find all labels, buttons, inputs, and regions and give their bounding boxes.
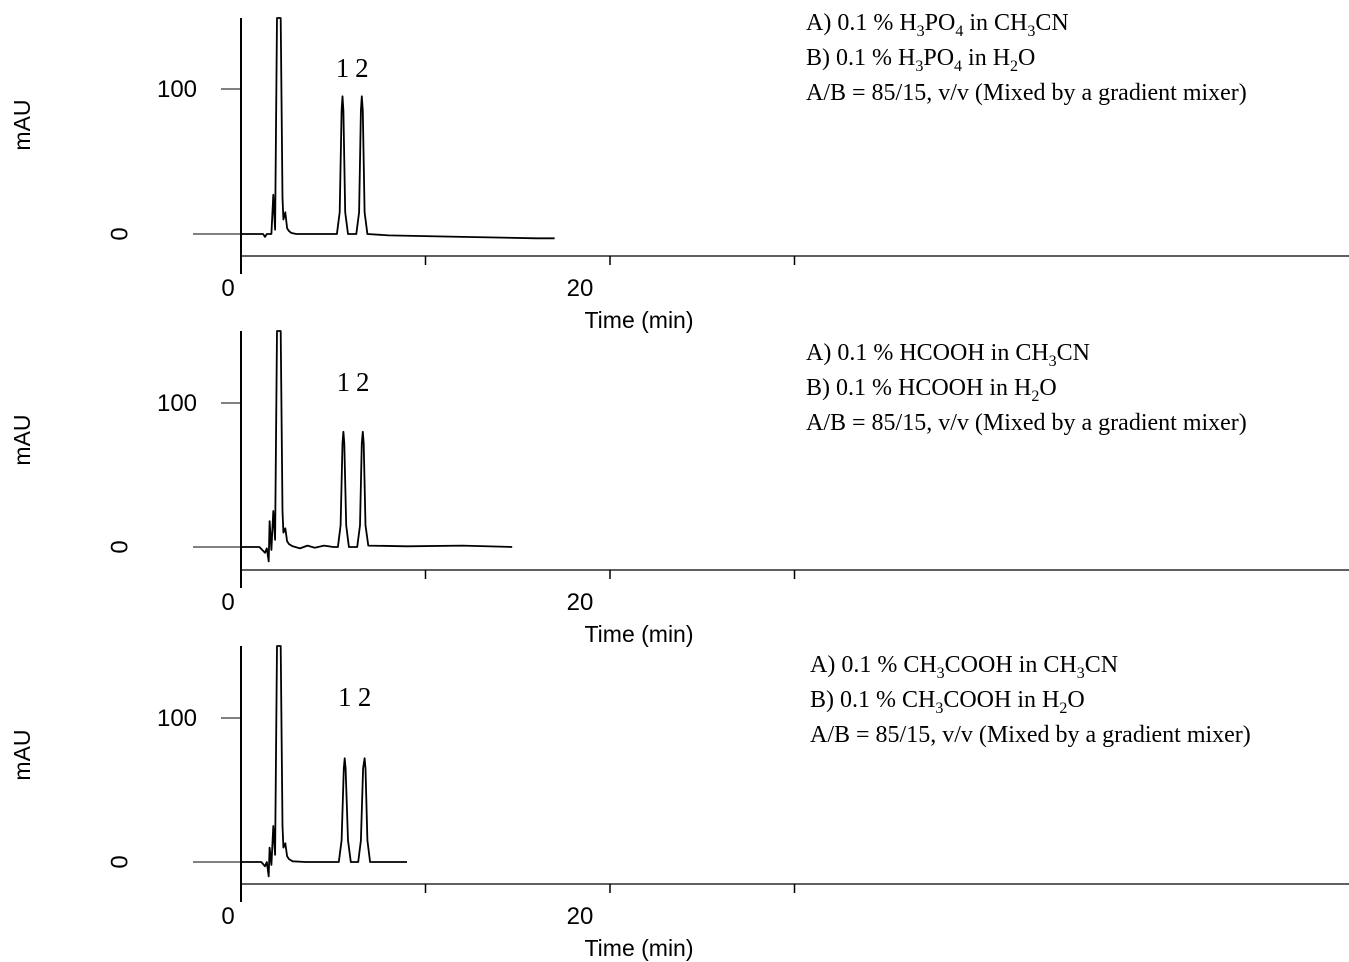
condition-text: HCOOH in CH bbox=[899, 340, 1048, 366]
condition-line: B) 0.1 % CH3COOH in H2O bbox=[810, 687, 1085, 717]
y-tick-label: 100 bbox=[157, 390, 197, 417]
condition-text: A/B = 85/15, v/v (Mixed by a gradient mi… bbox=[810, 722, 1251, 748]
y-axis-label: mAU bbox=[9, 729, 35, 780]
condition-text: in H bbox=[962, 45, 1010, 71]
condition-prefix: B) 0.1 % bbox=[806, 45, 898, 71]
condition-text: 2 bbox=[1031, 388, 1039, 405]
series-trace bbox=[241, 17, 555, 240]
condition-text: 2 bbox=[1010, 58, 1018, 75]
condition-text: O bbox=[1018, 45, 1035, 71]
condition-line: A/B = 85/15, v/v (Mixed by a gradient mi… bbox=[810, 722, 1251, 748]
series-trace bbox=[241, 330, 513, 563]
peak-label: 1 bbox=[338, 682, 352, 712]
peak-label: 1 bbox=[337, 367, 351, 397]
condition-text: in CH bbox=[963, 10, 1027, 36]
condition-text: CH bbox=[903, 652, 936, 678]
condition-text: 3 bbox=[1049, 353, 1057, 370]
y-tick-label: 100 bbox=[157, 705, 197, 732]
series-trace bbox=[241, 645, 407, 878]
condition-prefix: A) 0.1 % bbox=[806, 10, 899, 36]
x-tick-label: 20 bbox=[567, 275, 594, 302]
condition-text: A/B = 85/15, v/v (Mixed by a gradient mi… bbox=[806, 80, 1247, 106]
x-tick-label: 0 bbox=[221, 275, 234, 302]
y-tick-label: 0 bbox=[106, 540, 133, 553]
condition-text: PO bbox=[923, 45, 954, 71]
condition-prefix: B) 0.1 % bbox=[806, 375, 898, 401]
condition-text: PO bbox=[925, 10, 956, 36]
condition-line: A/B = 85/15, v/v (Mixed by a gradient mi… bbox=[806, 410, 1247, 436]
y-tick-label: 0 bbox=[106, 227, 133, 240]
condition-line: B) 0.1 % H3PO4 in H2O bbox=[806, 45, 1035, 75]
peak-label: 2 bbox=[358, 682, 372, 712]
y-tick-label: 100 bbox=[157, 76, 197, 103]
peak-label: 1 bbox=[336, 53, 350, 83]
condition-text: 2 bbox=[1059, 700, 1067, 717]
condition-text: CN bbox=[1035, 10, 1068, 36]
condition-text: 3 bbox=[937, 665, 945, 682]
peak-label: 2 bbox=[356, 367, 370, 397]
condition-text: HCOOH in H bbox=[898, 375, 1031, 401]
condition-text: CN bbox=[1057, 340, 1090, 366]
condition-text: 3 bbox=[1027, 23, 1035, 40]
condition-text: CN bbox=[1085, 652, 1118, 678]
condition-text: O bbox=[1067, 687, 1084, 713]
condition-text: 3 bbox=[915, 58, 923, 75]
y-axis-label: mAU bbox=[9, 99, 35, 150]
y-tick-label: 0 bbox=[106, 855, 133, 868]
condition-prefix: A) 0.1 % bbox=[806, 340, 899, 366]
x-tick-label: 0 bbox=[221, 589, 234, 616]
condition-line: A/B = 85/15, v/v (Mixed by a gradient mi… bbox=[806, 80, 1247, 106]
condition-text: 3 bbox=[935, 700, 943, 717]
y-axis-label: mAU bbox=[9, 414, 35, 465]
condition-text: 3 bbox=[917, 23, 925, 40]
x-axis-label: Time (min) bbox=[584, 935, 693, 961]
x-tick-label: 0 bbox=[221, 903, 234, 930]
condition-text: COOH in CH bbox=[945, 652, 1077, 678]
x-axis-label: Time (min) bbox=[584, 307, 693, 333]
condition-line: B) 0.1 % HCOOH in H2O bbox=[806, 375, 1057, 405]
condition-text: 4 bbox=[955, 23, 963, 40]
condition-line: A) 0.1 % HCOOH in CH3CN bbox=[806, 340, 1090, 370]
condition-text: COOH in H bbox=[943, 687, 1059, 713]
x-tick-label: 20 bbox=[567, 903, 594, 930]
condition-line: A) 0.1 % CH3COOH in CH3CN bbox=[810, 652, 1118, 682]
condition-prefix: A) 0.1 % bbox=[810, 652, 903, 678]
x-axis-label: Time (min) bbox=[584, 621, 693, 647]
condition-text: O bbox=[1039, 375, 1056, 401]
condition-text: H bbox=[898, 45, 915, 71]
condition-prefix: B) 0.1 % bbox=[810, 687, 902, 713]
peak-label: 2 bbox=[355, 53, 369, 83]
condition-text: A/B = 85/15, v/v (Mixed by a gradient mi… bbox=[806, 410, 1247, 436]
condition-text: 3 bbox=[1077, 665, 1085, 682]
condition-line: A) 0.1 % H3PO4 in CH3CN bbox=[806, 10, 1069, 40]
condition-text: CH bbox=[902, 687, 935, 713]
condition-text: H bbox=[899, 10, 916, 36]
condition-text: 4 bbox=[954, 58, 962, 75]
x-tick-label: 20 bbox=[567, 589, 594, 616]
